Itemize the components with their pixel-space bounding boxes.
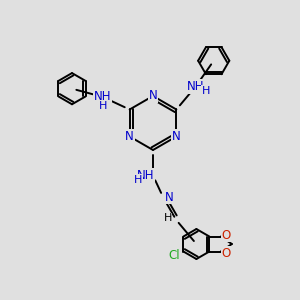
Text: Cl: Cl bbox=[169, 249, 180, 262]
Text: H: H bbox=[202, 86, 210, 96]
Text: NH: NH bbox=[137, 169, 154, 182]
Text: H: H bbox=[99, 101, 107, 111]
Text: NH: NH bbox=[94, 90, 111, 103]
Text: N: N bbox=[164, 191, 173, 204]
Text: O: O bbox=[222, 247, 231, 260]
Text: N: N bbox=[172, 130, 181, 143]
Text: N: N bbox=[148, 89, 158, 103]
Text: O: O bbox=[222, 229, 231, 242]
Text: NH: NH bbox=[187, 80, 204, 93]
Text: H: H bbox=[134, 175, 142, 185]
Text: N: N bbox=[125, 130, 134, 143]
Text: H: H bbox=[164, 213, 172, 224]
